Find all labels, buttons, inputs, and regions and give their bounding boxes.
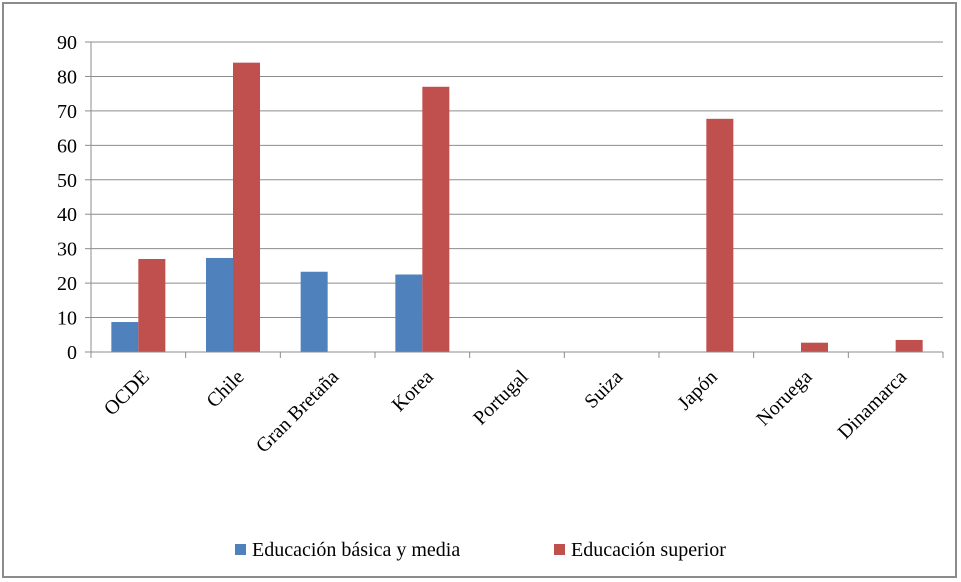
y-axis-ticks: 0 10 20 30 40 50 60 70 80 90: [57, 32, 77, 364]
axes: [85, 41, 944, 358]
bar-superior-7: [801, 342, 828, 352]
bar-superior-0: [138, 259, 166, 352]
x-tick-label: Portugal: [469, 366, 533, 430]
y-tick-label: 30: [57, 239, 77, 261]
x-tick-label: Japón: [673, 366, 722, 415]
x-tick-label: Chile: [202, 366, 248, 412]
y-tick-label: 60: [57, 135, 77, 157]
y-tick-label: 50: [57, 170, 77, 192]
bar-basica-media-1: [206, 257, 233, 352]
y-tick-label: 70: [57, 101, 77, 123]
legend-label-1: Educación superior: [571, 539, 726, 561]
bar-basica-media-0: [111, 322, 139, 352]
bar-basica-media-3: [395, 274, 423, 352]
x-tick-label: Korea: [388, 366, 438, 416]
x-tick-label: Dinamarca: [834, 366, 912, 444]
bar-superior-3: [422, 86, 450, 353]
y-tick-label: 0: [67, 342, 77, 364]
legend-swatch-1: [554, 544, 565, 555]
y-tick-label: 80: [57, 66, 77, 88]
x-tick-label: Suiza: [580, 366, 627, 413]
legend-swatch-0: [235, 544, 246, 555]
x-tick-label: OCDE: [100, 366, 154, 420]
y-tick-label: 90: [57, 32, 77, 54]
y-tick-label: 10: [57, 308, 77, 330]
y-tick-label: 40: [57, 204, 77, 226]
x-axis-ticks: OCDE Chile Gran Bretaña Korea Portugal Suiza J…: [100, 366, 911, 458]
x-tick-label: Noruega: [752, 366, 816, 430]
bar-superior-8: [895, 339, 923, 352]
x-tick-label: Gran Bretaña: [252, 366, 343, 457]
legend: Educación básica y media Educación superi…: [235, 539, 726, 561]
y-tick-label: 20: [57, 273, 77, 295]
bar-superior-6: [706, 118, 734, 352]
legend-label-0: Educación básica y media: [252, 539, 460, 561]
bars: [111, 62, 923, 353]
bar-basica-media-2: [300, 271, 328, 352]
bar-superior-1: [233, 62, 260, 353]
